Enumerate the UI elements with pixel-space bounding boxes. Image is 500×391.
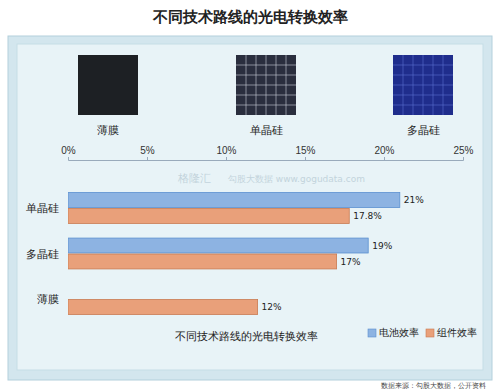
bar [68,193,400,208]
watermark: 勾股大数据 www.gogudata.com [228,174,365,184]
legend: 电池效率 组件效率 [368,327,477,338]
title: 不同技术路线的光电转换效率 [152,8,348,26]
x-tick: 5% [140,145,155,160]
x-tick: 10% [216,145,236,160]
legend-label: 电池效率 [379,327,419,338]
panel-image-line [236,85,296,86]
panel-image-line [393,105,453,106]
y-tick-label: 单晶硅 [26,202,59,214]
bars [68,193,400,315]
data-label: 12% [262,302,282,312]
bar [68,254,337,269]
panel-image-line [276,55,277,115]
legend-label: 组件效率 [437,327,477,338]
panel-image-line [393,95,453,96]
x-tick-label: 5% [140,145,155,156]
watermark: 格隆汇 [177,172,211,185]
x-axis-line [69,157,464,161]
chart: 不同技术路线的光电转换效率薄膜单晶硅多晶硅格隆汇勾股大数据 www.goguda… [0,0,500,391]
source: 数据来源：勾股大数据，公开资料 [381,382,486,390]
panel-image-line [433,55,434,115]
y-tick: 多晶硅 [26,248,62,260]
image-label: 多晶硅 [407,124,440,137]
data-label: 17% [341,257,361,267]
bar [68,238,368,253]
x-tick-label: 0% [61,145,76,156]
panel-image [78,55,138,115]
y-tick-label: 薄膜 [37,293,59,305]
bar [68,208,349,223]
panel-image-body [78,55,138,115]
panel-image-line [236,95,296,96]
panel-image [393,55,453,115]
inner-panel [17,44,483,370]
x-tick: 25% [453,145,473,160]
x-tick: 15% [295,145,315,160]
data-label: 21% [404,195,424,205]
x-axis-title: 不同技术路线的光电转换效率 [175,330,318,343]
x-tick-mark [384,157,385,160]
x-tick-mark [305,157,306,160]
image-label: 单晶硅 [250,124,283,137]
panel-image [236,55,296,115]
x-tick-label: 25% [453,145,473,156]
panel-image-line [236,105,296,106]
legend-item: 电池效率 [368,327,419,338]
x-tick-mark [68,157,69,160]
x-tick-label: 10% [216,145,236,156]
image-label: 薄膜 [97,124,119,137]
data-label: 19% [372,241,392,251]
panel [8,36,492,380]
x-tick-label: 15% [295,145,315,156]
y-axis: 单晶硅多晶硅薄膜 [26,202,62,305]
y-tick: 薄膜 [37,293,62,305]
bar [68,300,258,315]
data-labels: 21% 19% 17.8% 17% 12% [262,195,425,312]
x-tick-mark [226,157,227,160]
x-tick-mark [147,157,148,160]
x-axis: 0% 5% 10% 15% 20% 25% [61,145,473,161]
panel-image-line [443,55,444,115]
x-tick: 0% [61,145,76,160]
panel-image-line [286,55,287,115]
legend-swatch [426,329,434,337]
x-tick: 20% [374,145,394,160]
y-tick-label: 多晶硅 [26,248,59,260]
panel-image-body [236,55,296,115]
y-tick: 单晶硅 [26,202,62,214]
x-tick-label: 20% [374,145,394,156]
panel-image-body [393,55,453,115]
panel-image-line [393,85,453,86]
legend-item: 组件效率 [426,327,477,338]
legend-swatch [368,329,376,337]
x-tick-mark [463,157,464,160]
data-label: 17.8% [353,211,382,221]
